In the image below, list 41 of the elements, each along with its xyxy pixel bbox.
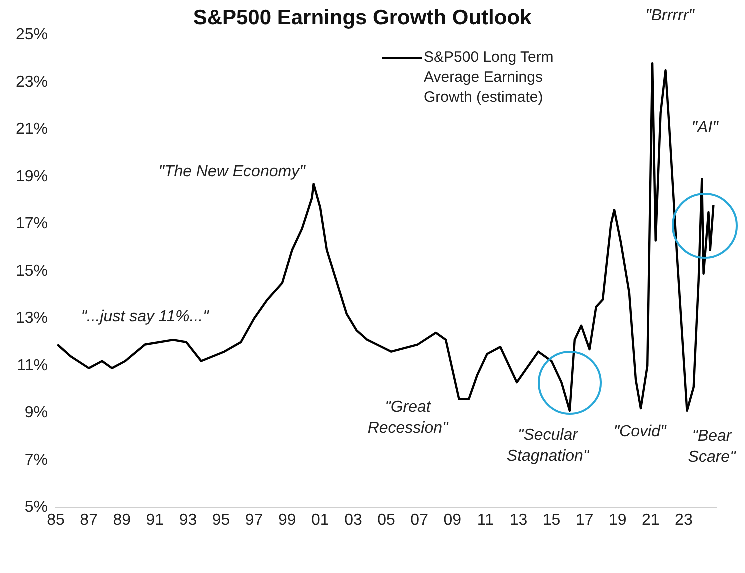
y-tick-label: 13%: [16, 310, 48, 328]
y-tick-label: 15%: [16, 262, 48, 280]
y-tick-label: 11%: [17, 357, 48, 374]
annotation: "Covid": [614, 423, 668, 440]
x-tick-label: 03: [344, 512, 362, 529]
x-tick-label: 89: [113, 512, 132, 529]
y-tick-label: 5%: [24, 499, 48, 516]
y-tick-label: 17%: [16, 216, 48, 233]
chart-title: S&P500 Earnings Growth Outlook: [193, 6, 532, 30]
x-tick-label: 95: [212, 512, 230, 529]
y-tick-label: 25%: [16, 26, 48, 44]
annotation: "Secular Stagnation": [506, 426, 590, 465]
x-tick-label: 91: [146, 512, 164, 529]
x-tick-label: 11: [477, 512, 494, 529]
x-tick-label: 15: [542, 512, 561, 529]
x-tick-label: 23: [675, 512, 693, 529]
x-tick-label: 19: [608, 512, 627, 529]
text: "Brrrrr": [646, 7, 696, 24]
x-tick-label: 93: [179, 512, 198, 529]
x-tick-label: 99: [278, 512, 296, 529]
annotation: "The New Economy": [158, 163, 307, 180]
x-tick-label: 13: [510, 512, 528, 529]
y-tick-label: 9%: [24, 404, 48, 422]
x-tick-label: 07: [410, 512, 429, 529]
x-tick-label: 85: [47, 512, 66, 529]
y-tick-label: 23%: [16, 74, 48, 91]
y-tick-label: 21%: [16, 121, 48, 138]
x-tick-label: 87: [80, 512, 98, 529]
annotation: "AI": [692, 119, 720, 136]
annotation: "Great Recession": [368, 398, 450, 437]
x-tick-label: 21: [642, 512, 660, 529]
x-tick-label: 09: [444, 512, 462, 529]
annotation: "Bear Scare": [688, 428, 738, 466]
x-tick-label: 01: [312, 512, 330, 529]
annotation: "...just say 11%...": [81, 308, 210, 326]
x-tick-label: 97: [245, 512, 264, 529]
y-tick-label: 7%: [24, 452, 48, 469]
x-tick-label: 05: [378, 512, 396, 529]
legend-label: S&P500 Long Term Average Earnings Growth (estimate): [424, 48, 555, 108]
x-tick-label: 17: [576, 512, 594, 529]
y-tick-label: 19%: [16, 168, 48, 186]
